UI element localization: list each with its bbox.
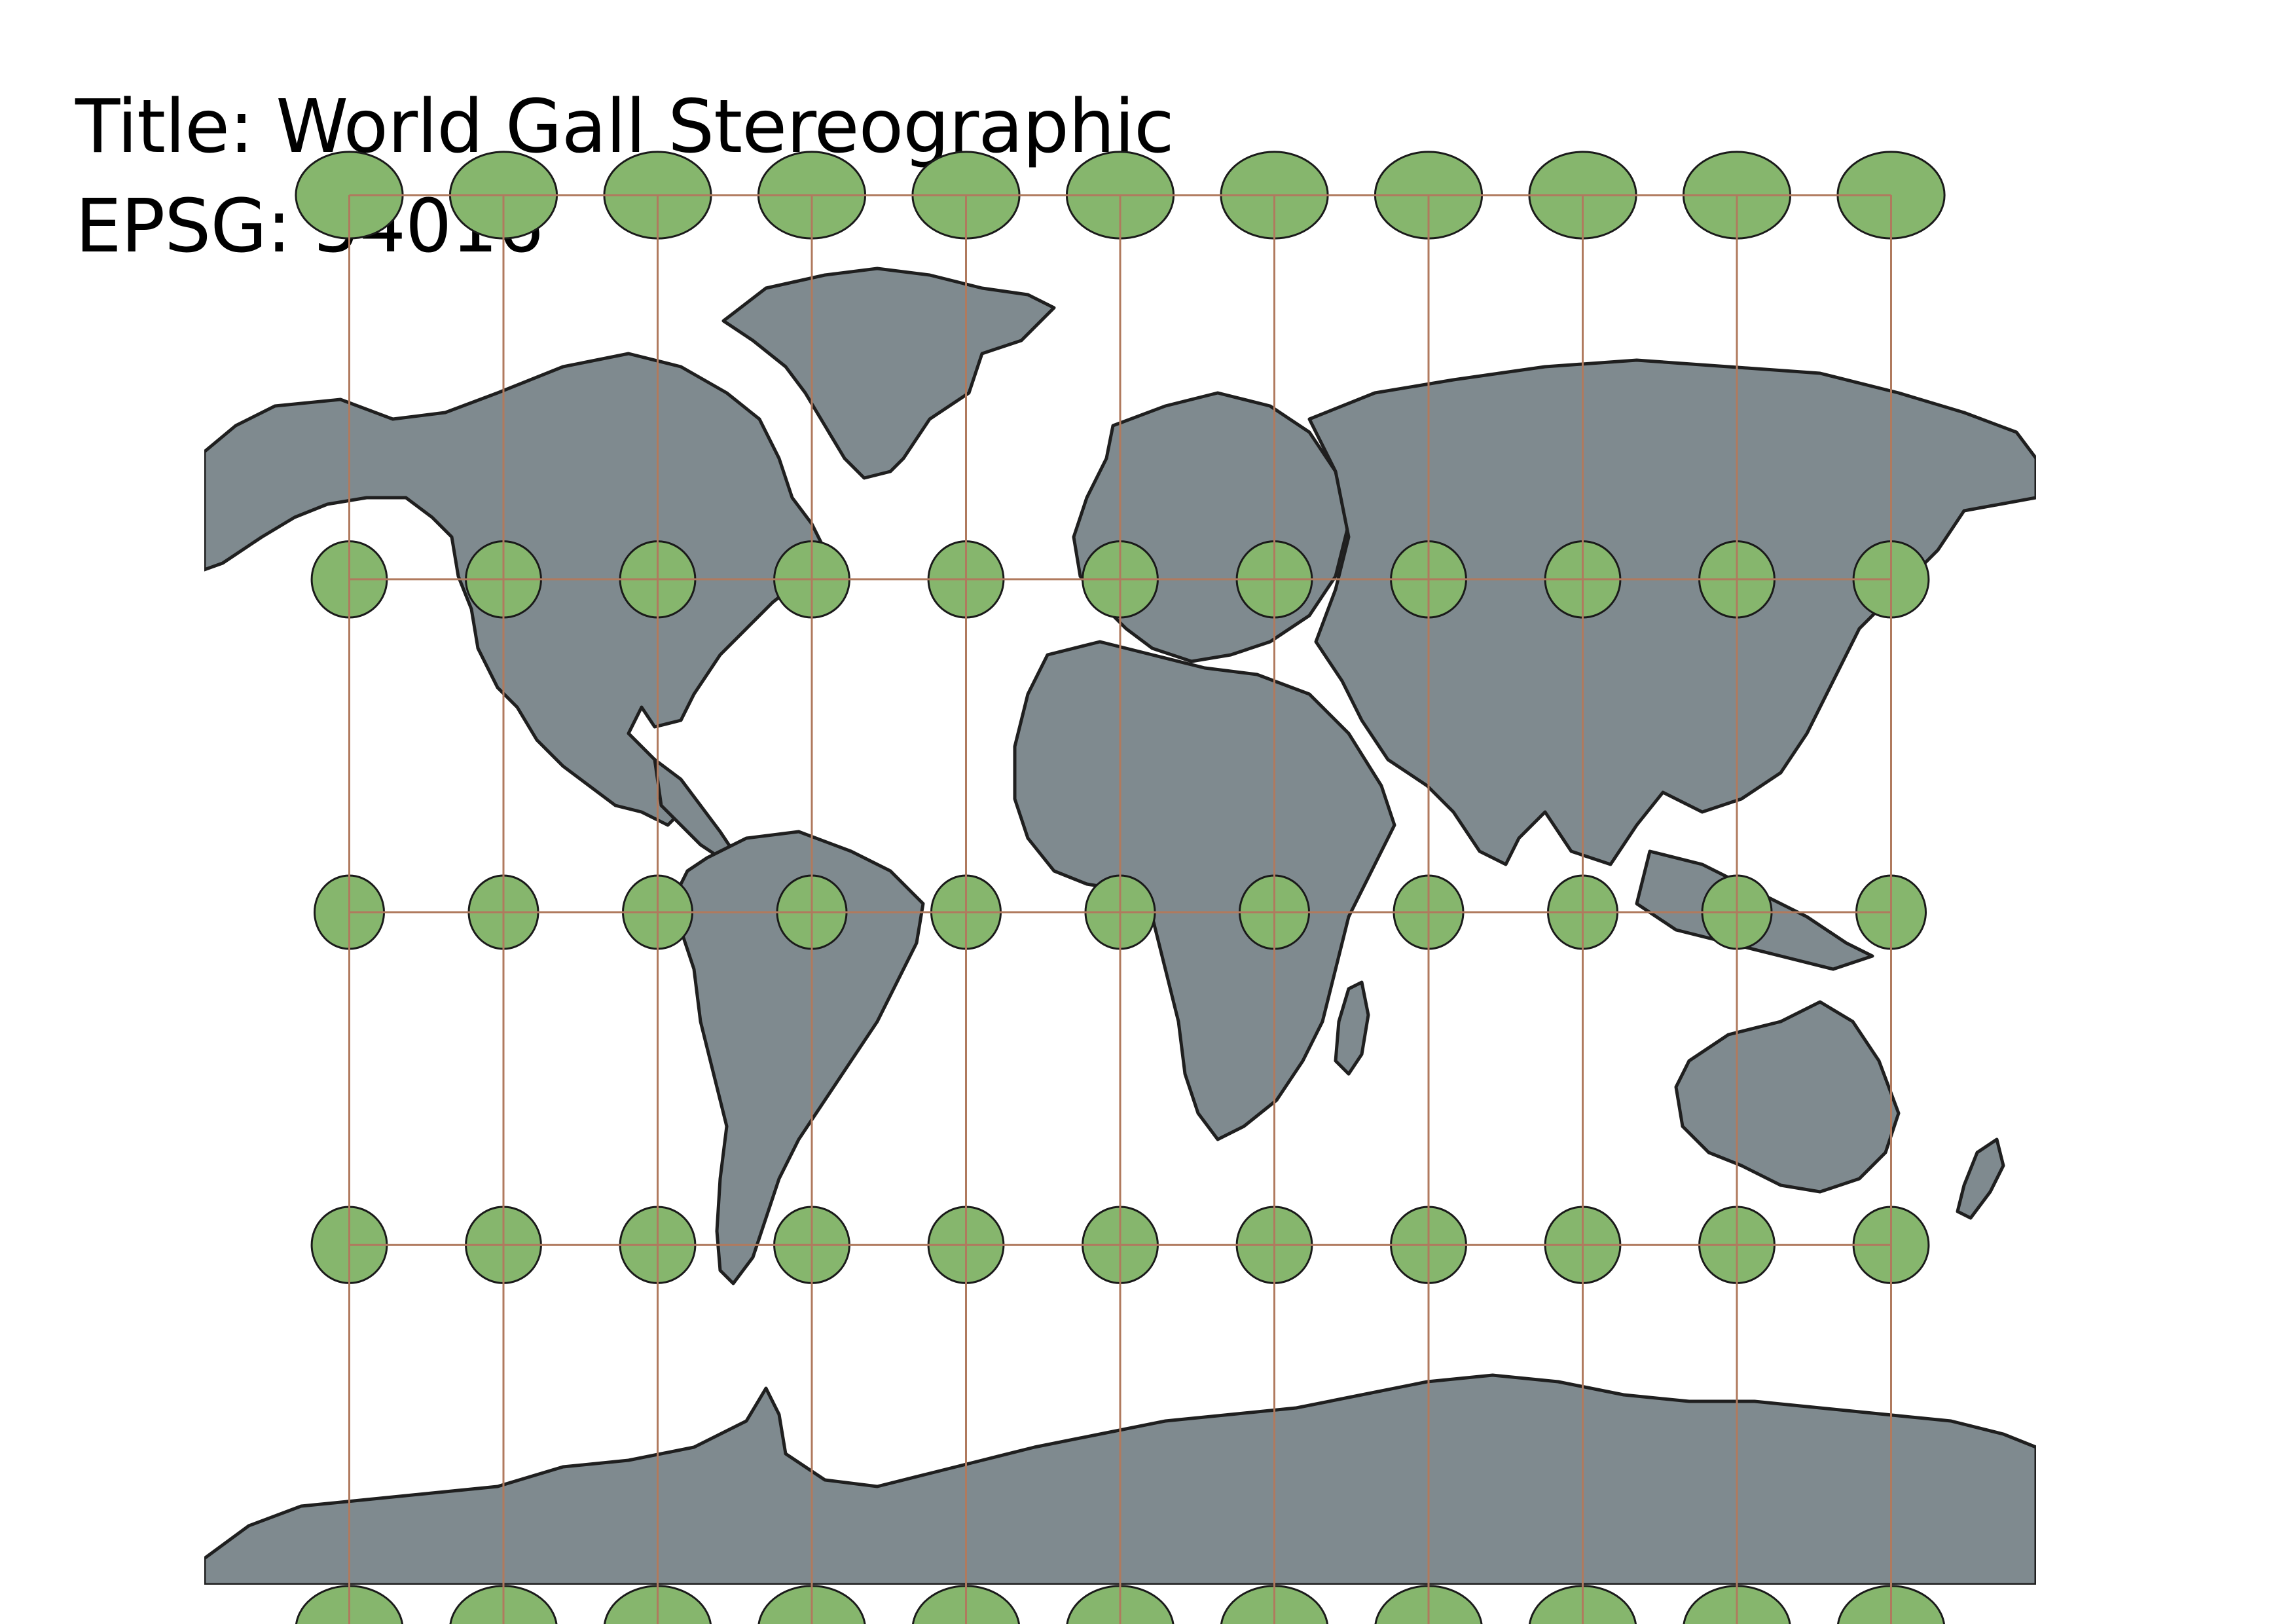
land-africa bbox=[1013, 640, 1396, 1141]
land-new-zealand bbox=[1956, 1137, 2005, 1220]
graticule-grid bbox=[348, 194, 1892, 1624]
land-australia bbox=[1674, 1000, 1901, 1194]
map-title: Title: World Gall Stereographic bbox=[75, 84, 1175, 170]
land-south-america bbox=[672, 830, 925, 1285]
land-layer bbox=[204, 267, 2036, 1585]
land-central-america bbox=[653, 758, 735, 860]
land-madagascar bbox=[1334, 980, 1370, 1076]
land-asia bbox=[1307, 358, 2036, 866]
land-europe bbox=[1072, 391, 1351, 663]
